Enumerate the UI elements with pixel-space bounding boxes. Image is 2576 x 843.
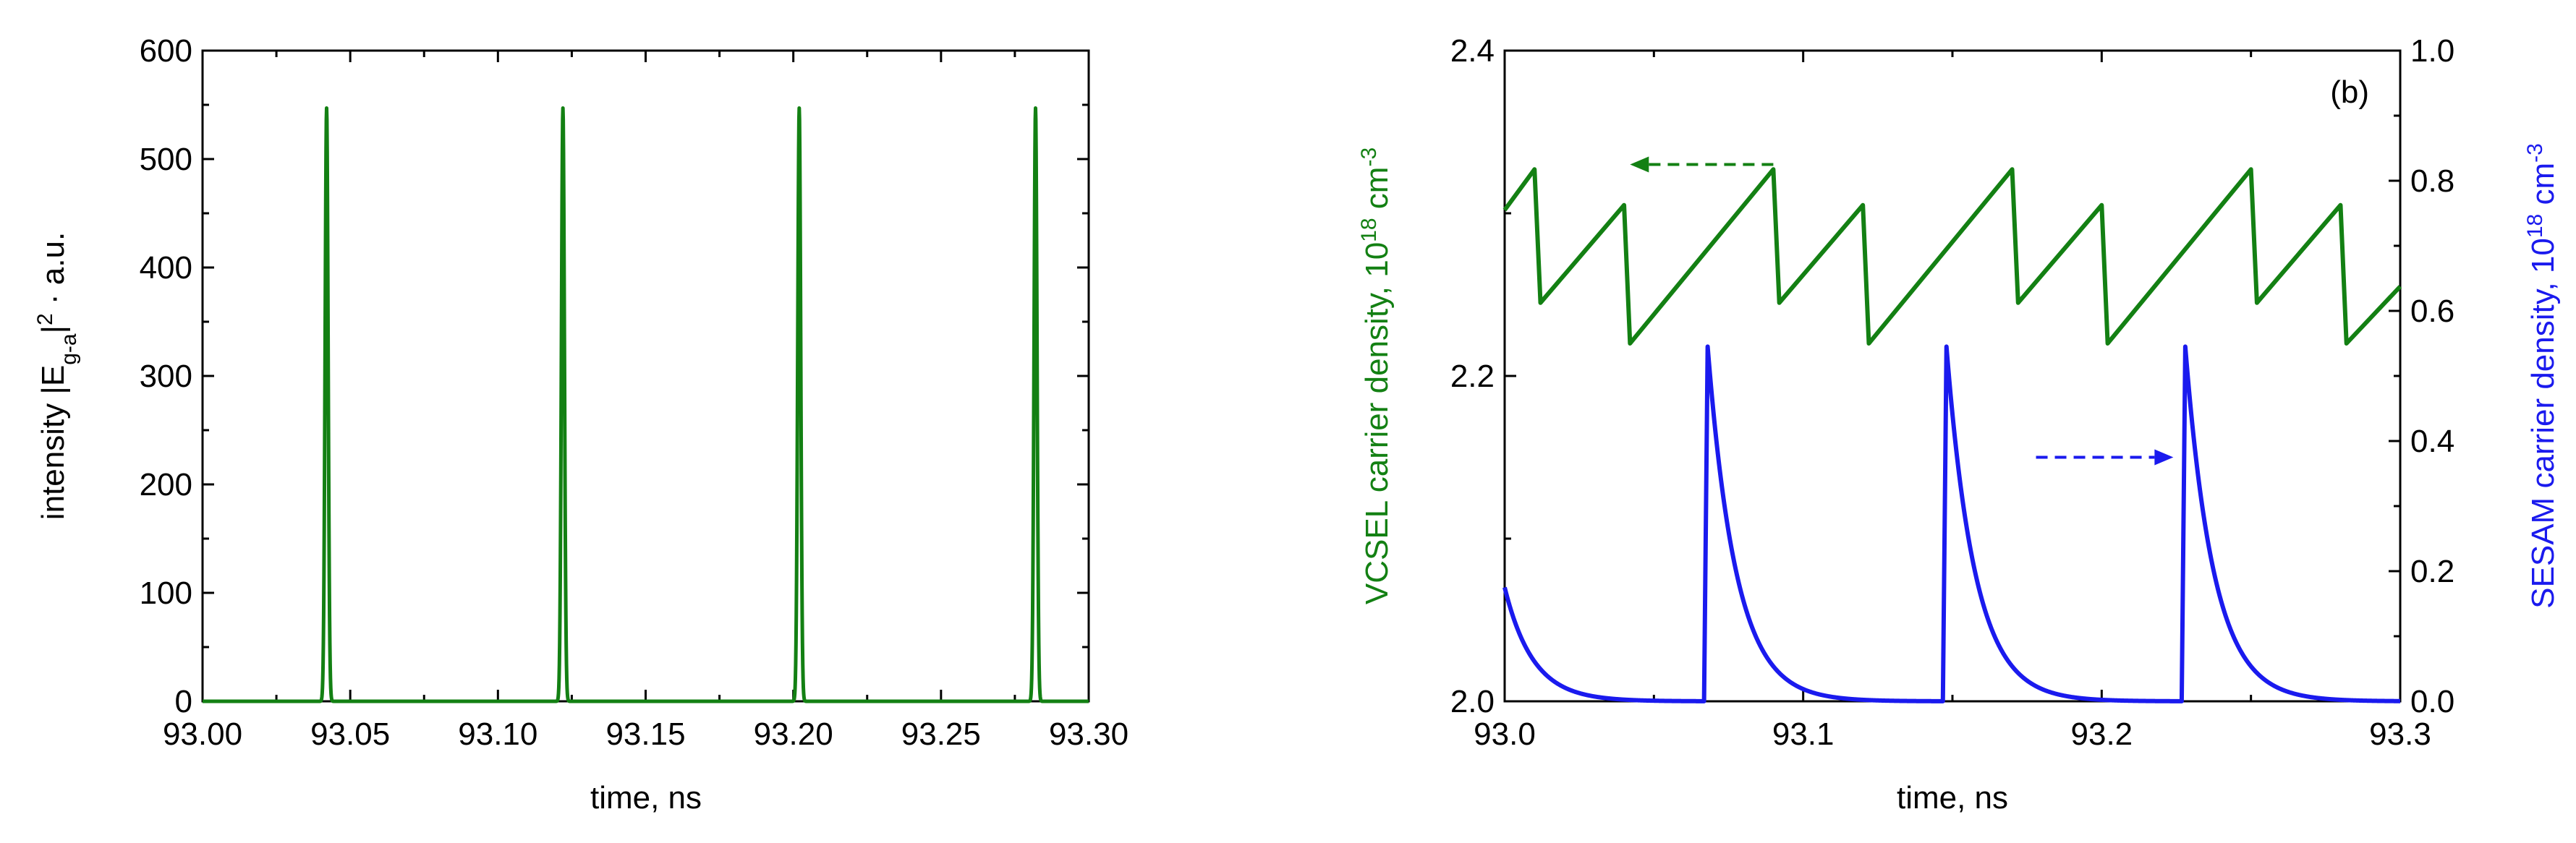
panel-b-right-y-tick-labels: 0.0 0.2 0.4 0.6 0.8 1.0 [2410,33,2454,719]
panel-b-left-y-tick-labels: 2.0 2.2 2.4 [1450,33,1495,719]
panel-b-left-y-title-part: VCSEL carrier density, 10 [1359,242,1395,604]
x-tick-label: 93.30 [1049,716,1128,752]
x-tick-label: 93.25 [901,716,981,752]
x-tick-label: 93.05 [310,716,390,752]
y-tick-label: 500 [140,142,192,177]
panel-b-ticks [1505,51,2400,701]
vcsel-density-line [1505,169,2400,343]
panel-a-chart: 93.00 93.05 93.10 93.15 93.20 93.25 93.30 0 100… [33,33,1129,816]
panel-a-y-title-part: intensity |E [35,365,71,520]
x-tick-label: 93.3 [2369,716,2431,752]
y-tick-label: 600 [140,33,192,69]
panel-b-series [1505,169,2400,701]
panel-a-y-title-part: · a.u. [35,232,71,314]
panel-a-plot-frame [203,51,1089,701]
y-tick-label: 100 [140,575,192,611]
left-y-tick-label: 2.0 [1450,684,1495,719]
x-tick-label: 93.15 [605,716,685,752]
panel-a-y-title-part: | [35,325,71,333]
right-y-tick-label: 0.2 [2410,554,2454,589]
panel-a-x-tick-labels: 93.00 93.05 93.10 93.15 93.20 93.25 93.30 [163,716,1128,752]
right-y-tick-label: 0.4 [2410,424,2454,459]
intensity-series-line [203,108,1089,702]
y-tick-label: 200 [140,467,192,502]
panel-a-x-axis-title: time, ns [590,780,702,816]
right-y-tick-label: 1.0 [2410,33,2454,69]
right-y-tick-label: 0.8 [2410,163,2454,199]
panel-a-y-title-sup: 2 [33,313,57,325]
right-y-tick-label: 0.0 [2410,684,2454,719]
panel-b-right-y-title-sup: 18 [2523,214,2547,238]
left-y-tick-label: 2.4 [1450,33,1495,69]
panel-b-right-y-title-part: cm [2525,163,2561,214]
x-tick-label: 93.0 [1474,716,1536,752]
y-tick-label: 0 [175,684,192,719]
panel-b-right-y-title-part: SESAM carrier density, 10 [2525,238,2561,609]
panel-a-ticks [203,51,1089,701]
panel-a-y-axis-title: intensity |Eg-a|2 · a.u. [33,232,81,520]
panel-b-axis-arrows [1630,157,2173,466]
panel-b-right-y-axis-title: SESAM carrier density, 1018 cm-3 [2523,143,2562,609]
panel-a-series [203,108,1089,701]
panel-b-left-y-axis-title: VCSEL carrier density, 1018 cm-3 [1357,147,1395,604]
left-y-tick-label: 2.2 [1450,359,1495,394]
panel-b-left-y-title-sup: 18 [1357,218,1381,241]
x-tick-label: 93.1 [1772,716,1835,752]
y-tick-label: 400 [140,250,192,286]
x-tick-label: 93.2 [2071,716,2133,752]
panel-b-x-tick-labels: 93.0 93.1 93.2 93.3 [1474,716,2431,752]
x-tick-label: 93.10 [458,716,537,752]
panel-b-right-y-title-sup: -3 [2523,143,2547,163]
sesam-density-line [1505,346,2400,701]
panel-b-x-axis-title: time, ns [1897,780,2008,816]
panel-b-plot-frame [1505,51,2400,701]
y-tick-label: 300 [140,359,192,394]
left-axis-arrow-head [1630,157,1649,173]
panel-a-y-title-sub: g-a [57,333,81,365]
x-tick-label: 93.00 [163,716,242,752]
x-tick-label: 93.20 [754,716,833,752]
panel-b-annotation: (b) [2330,74,2369,110]
panel-b-left-y-title-sup: -3 [1357,147,1381,167]
right-y-tick-label: 0.6 [2410,294,2454,329]
right-axis-arrow-head [2154,450,2173,466]
panel-b-left-y-title-part: cm [1359,167,1395,218]
panel-a-y-tick-labels: 0 100 200 300 400 500 600 [140,33,192,719]
